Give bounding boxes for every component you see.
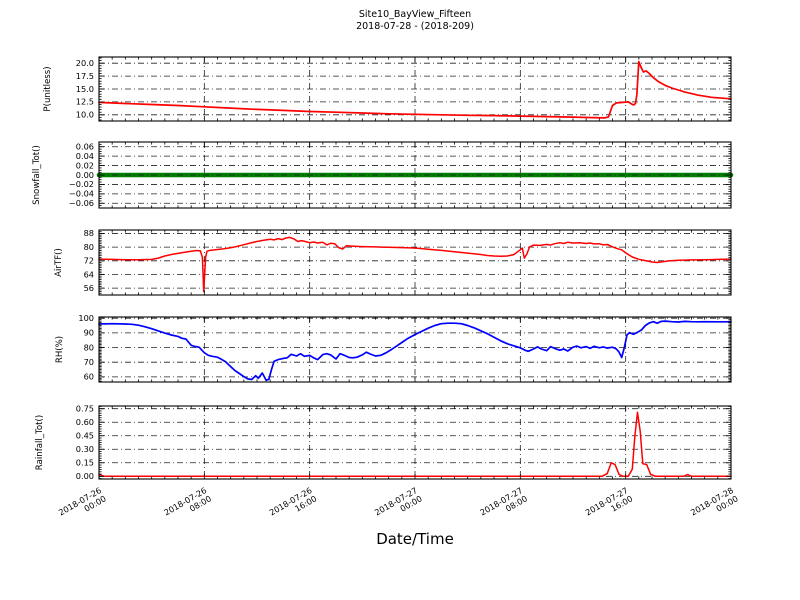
data-line — [98, 320, 732, 382]
y-tick-label: 0.00 — [76, 471, 94, 481]
subplot-rh: 100 90 80 70 60 RH(%) — [55, 313, 732, 383]
y-tick-label: −0.06 — [69, 198, 94, 208]
y-tick-label: 0.15 — [76, 458, 94, 468]
y-tick-label: 20.0 — [76, 58, 94, 68]
x-tick-label: 2018-07-2716:00 — [583, 485, 634, 526]
y-tick-label: −0.04 — [69, 189, 94, 199]
y-tick-label: 80 — [84, 342, 94, 352]
data-line — [98, 236, 732, 293]
x-tick-label: 2018-07-2600:00 — [57, 485, 108, 526]
y-axis-label: AirTF() — [54, 248, 64, 277]
x-tick-label: 2018-07-2616:00 — [267, 485, 318, 526]
y-tick-label: 70 — [84, 357, 94, 367]
y-tick-label: 72 — [84, 256, 94, 266]
chart-title: Site10_BayView_Fifteen 2018-07-28 - (201… — [99, 9, 731, 32]
y-tick-label: 60 — [84, 372, 94, 382]
y-tick-label: 56 — [84, 283, 94, 293]
subplot-p-unitless: 20.0 17.5 15.0 12.5 10.0 P(unitless) — [43, 56, 732, 122]
y-tick-label: 0.06 — [76, 142, 94, 152]
y-tick-label: 0.60 — [76, 417, 94, 427]
y-tick-label: −0.02 — [69, 179, 94, 189]
x-tick-label: 2018-07-2708:00 — [478, 485, 529, 526]
y-tick-label: 80 — [84, 242, 94, 252]
y-tick-label: 12.5 — [76, 97, 94, 107]
y-tick-label: 64 — [84, 269, 94, 279]
y-axis-label: Rainfall_Tot() — [35, 415, 45, 470]
y-tick-label: 88 — [84, 228, 94, 238]
y-tick-label: 0.75 — [76, 404, 94, 414]
y-tick-label: 0.00 — [76, 170, 94, 180]
y-tick-label: 0.45 — [76, 431, 94, 441]
x-tick-label: 2018-07-2608:00 — [162, 485, 213, 526]
subplot-airtf: 88 80 72 64 56 AirTF() — [54, 228, 732, 296]
y-tick-label: 15.0 — [76, 84, 94, 94]
y-tick-label: 0.04 — [76, 151, 94, 161]
x-tick-label: 2018-07-2800:00 — [689, 485, 740, 526]
y-tick-label: 90 — [84, 328, 94, 338]
x-tick-label: 2018-07-2700:00 — [373, 485, 424, 526]
chart-title-line2: 2018-07-28 - (2018-209) — [356, 20, 474, 32]
data-line — [98, 411, 732, 478]
y-tick-label: 10.0 — [76, 110, 94, 120]
y-tick-label: 100 — [78, 313, 94, 323]
data-line — [98, 60, 732, 119]
chart-title-line1: Site10_BayView_Fifteen — [358, 9, 472, 20]
y-tick-label: 0.30 — [76, 444, 94, 454]
x-axis-title: Date/Time — [376, 530, 454, 548]
axes-border — [98, 405, 732, 480]
y-tick-label: 0.02 — [76, 160, 94, 170]
y-tick-label: 17.5 — [76, 71, 94, 81]
y-axis-label: P(unitless) — [43, 66, 53, 111]
y-axis-label: RH(%) — [55, 336, 65, 363]
y-axis-label: Snowfall_Tot() — [32, 145, 42, 205]
subplot-snowfall-tot: 0.060.040.020.00−0.02−0.04−0.06 Snowfall_… — [32, 141, 734, 209]
subplot-rainfall-tot: 0.75 0.60 0.45 0.30 0.15 0.00 Rainfall_Tot() 20… — [35, 404, 740, 526]
